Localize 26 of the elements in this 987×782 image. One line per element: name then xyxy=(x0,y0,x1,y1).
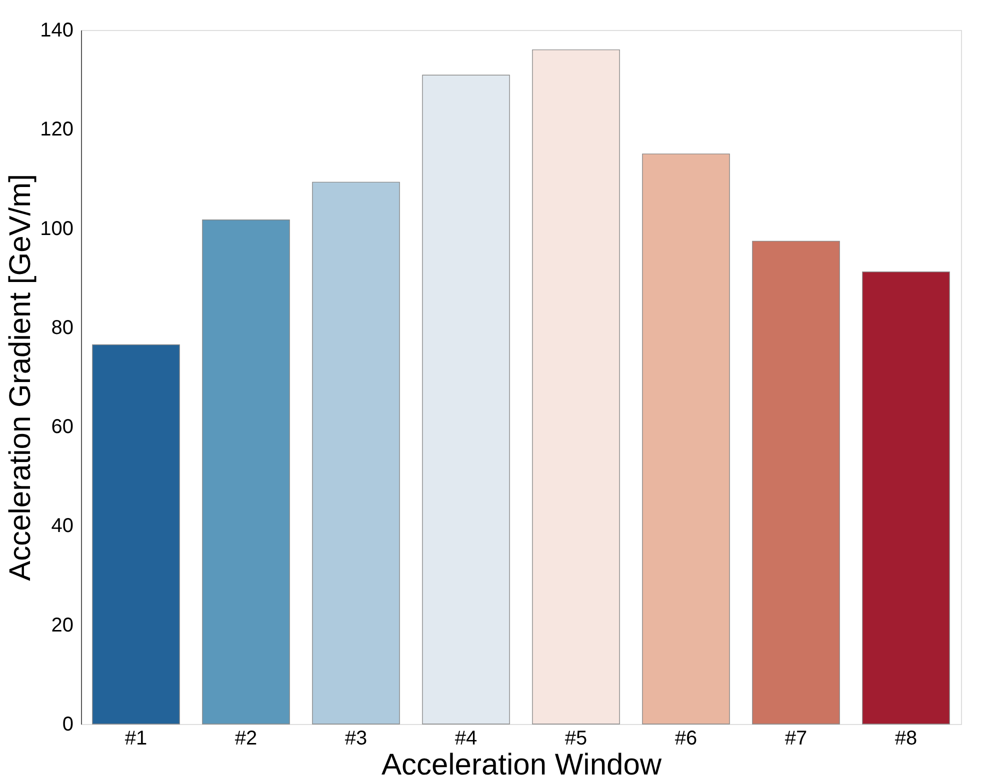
y-axis-title: Acceleration Gradient [GeV/m] xyxy=(4,174,38,581)
x-tick-label: #4 xyxy=(454,728,478,750)
bar xyxy=(862,272,950,724)
y-tick-label: 80 xyxy=(51,316,74,339)
y-tick-label: 60 xyxy=(51,416,74,438)
bar xyxy=(752,240,840,724)
y-tick-label: 0 xyxy=(62,714,74,736)
bar xyxy=(312,182,400,724)
bar xyxy=(202,220,290,724)
x-tick-label: #3 xyxy=(344,728,368,750)
x-tick-label: #7 xyxy=(784,728,808,750)
y-tick-label: 140 xyxy=(40,20,74,42)
x-tick-label: #6 xyxy=(674,728,698,750)
bar xyxy=(422,74,510,724)
x-axis-title: Acceleration Window xyxy=(381,748,662,782)
bar xyxy=(642,154,730,724)
x-tick-label: #1 xyxy=(124,728,148,750)
bar xyxy=(92,344,180,724)
y-tick-label: 100 xyxy=(40,218,74,240)
y-tick-label: 20 xyxy=(51,614,74,636)
bar xyxy=(532,49,620,724)
y-tick-label: 120 xyxy=(40,118,74,141)
x-tick-label: #5 xyxy=(564,728,588,750)
y-tick-label: 40 xyxy=(51,515,74,538)
x-tick-label: #8 xyxy=(894,728,918,750)
x-tick-label: #2 xyxy=(234,728,258,750)
